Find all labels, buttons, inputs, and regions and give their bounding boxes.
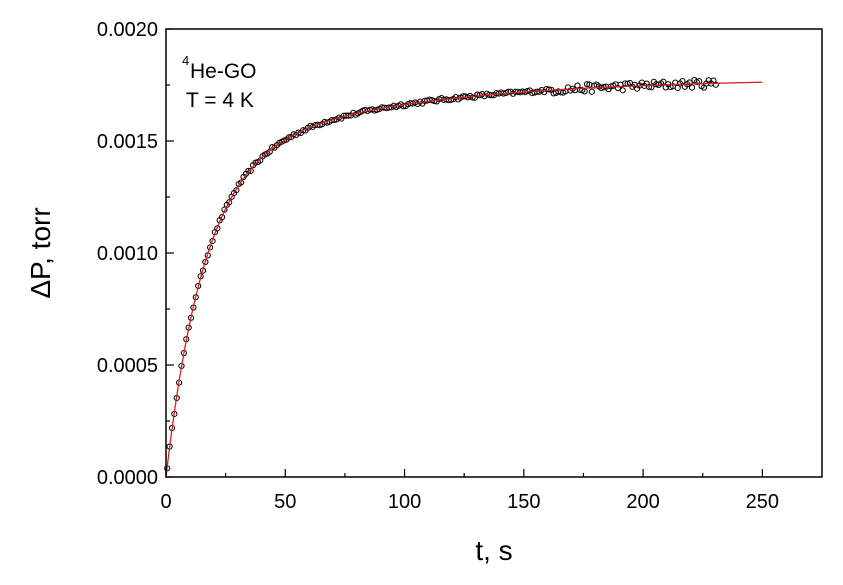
- y-tick-label: 0.0000: [97, 467, 158, 489]
- y-axis: 0.0000 0.0005 0.0010 0.0015 0.0020: [97, 19, 174, 489]
- annotation-temperature: T = 4 K: [186, 89, 254, 112]
- data-point: [712, 81, 719, 88]
- y-tick-label: 0.0010: [97, 243, 158, 265]
- fit-line: [165, 81, 763, 478]
- data-point: [688, 84, 696, 91]
- data-point: [545, 86, 552, 93]
- data-point: [226, 199, 233, 206]
- data-point: [233, 187, 240, 194]
- data-point: [645, 83, 653, 91]
- annotation-species: He-GO: [190, 60, 257, 83]
- x-tick-label: 100: [388, 491, 421, 513]
- x-tick-label: 150: [507, 491, 540, 513]
- data-layer: [164, 77, 719, 472]
- y-axis-title: ΔP, torr: [25, 207, 56, 298]
- x-axis-title: t, s: [475, 535, 512, 566]
- x-tick-label: 50: [274, 491, 296, 513]
- data-point: [266, 148, 273, 155]
- data-point: [218, 214, 226, 221]
- x-axis: 0 50 100 150 200 250: [160, 469, 779, 513]
- data-point: [238, 179, 245, 186]
- data-point: [247, 167, 254, 174]
- y-tick-label: 0.0020: [97, 19, 158, 41]
- data-point: [583, 81, 591, 88]
- data-point: [285, 134, 292, 141]
- x-tick-label: 250: [746, 491, 779, 513]
- x-tick-label: 0: [160, 491, 171, 513]
- data-point: [245, 167, 252, 174]
- data-point: [295, 129, 302, 136]
- data-point: [686, 79, 693, 86]
- data-point: [619, 87, 626, 94]
- x-tick-label: 200: [626, 491, 659, 513]
- data-point: [588, 88, 595, 95]
- y-tick-label: 0.0005: [97, 355, 158, 377]
- annotation-superscript: 4: [182, 53, 189, 68]
- data-point: [300, 127, 307, 134]
- fit-layer: [165, 81, 763, 478]
- annotation: 4 He-GO T = 4 K: [182, 53, 257, 112]
- y-tick-label: 0.0015: [97, 131, 158, 153]
- data-point: [469, 94, 476, 101]
